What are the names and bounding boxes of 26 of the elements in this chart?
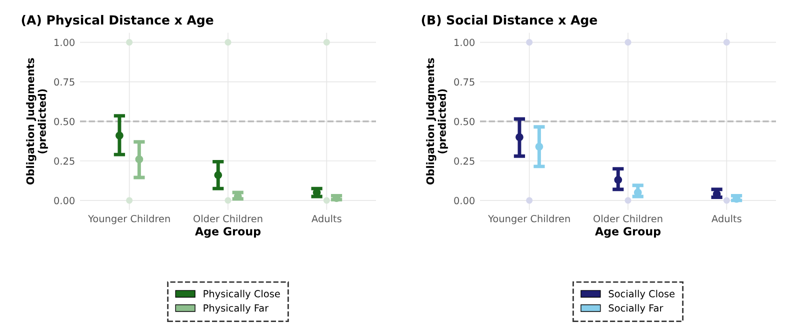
x-tick-label: Younger Children bbox=[88, 214, 170, 224]
legend-label: Socially Far bbox=[608, 304, 664, 314]
y-tick-label: 1.00 bbox=[454, 38, 474, 46]
chart-title: (A) Physical Distance x Age bbox=[22, 14, 214, 28]
y-axis-title: Obligation Judgments (predicted) bbox=[26, 58, 48, 185]
x-tick-label: Younger Children bbox=[488, 214, 570, 224]
y-tick-label: 0.50 bbox=[454, 118, 474, 126]
y-tick-label: 0.25 bbox=[54, 157, 74, 165]
y-axis-title: Obligation Judgments (predicted) bbox=[426, 58, 448, 185]
x-axis-title: Age Group bbox=[195, 227, 261, 238]
x-tick-label: Older Children bbox=[594, 214, 662, 222]
x-tick-label: Adults bbox=[712, 214, 742, 222]
x-tick-label: Adults bbox=[312, 214, 342, 222]
y-tick-label: 0.75 bbox=[54, 78, 74, 86]
y-tick-label: 1.00 bbox=[54, 38, 74, 46]
y-tick-label: 0.75 bbox=[454, 78, 474, 86]
x-axis-title: Age Group bbox=[595, 227, 661, 238]
y-tick-label: 0.00 bbox=[54, 196, 74, 204]
x-tick-label: Older Children bbox=[194, 214, 262, 222]
legend-label: Socially Close bbox=[608, 290, 675, 300]
legend-label: Physically Far bbox=[204, 304, 269, 314]
y-tick-label: 0.25 bbox=[454, 157, 474, 165]
chart-title: (B) Social Distance x Age bbox=[422, 14, 598, 28]
y-tick-label: 0.00 bbox=[454, 196, 474, 204]
y-tick-label: 0.50 bbox=[54, 118, 74, 126]
legend-label: Physically Close bbox=[204, 290, 280, 300]
